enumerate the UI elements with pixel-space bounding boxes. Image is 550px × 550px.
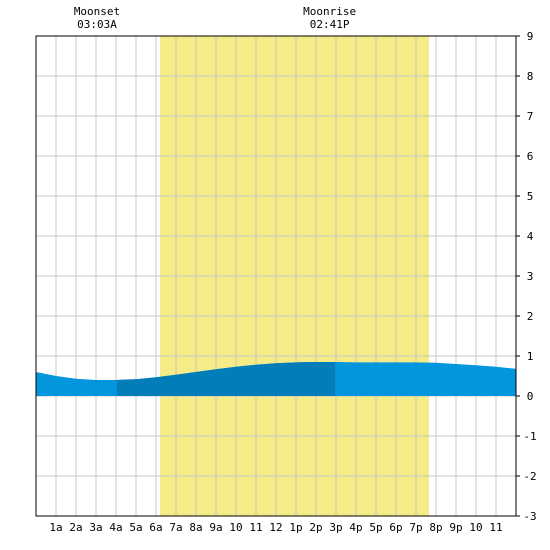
x-tick-label: 2a	[69, 521, 82, 534]
x-tick-label: 3p	[329, 521, 342, 534]
x-tick-label: 4a	[109, 521, 122, 534]
x-tick-label: 11	[489, 521, 502, 534]
x-tick-label: 9a	[209, 521, 222, 534]
y-tick-label: 8	[527, 70, 534, 83]
x-tick-label: 2p	[309, 521, 322, 534]
y-tick-label: -1	[523, 430, 536, 443]
y-tick-label: -3	[523, 510, 536, 523]
x-tick-label: 9p	[449, 521, 462, 534]
x-tick-label: 8a	[189, 521, 202, 534]
y-tick-label: 9	[527, 30, 534, 43]
x-tick-label: 10	[229, 521, 242, 534]
moon-event-label: Moonrise	[303, 5, 356, 18]
x-tick-label: 1p	[289, 521, 302, 534]
y-tick-label: 6	[527, 150, 534, 163]
y-tick-label: 3	[527, 270, 534, 283]
x-tick-label: 3a	[89, 521, 102, 534]
tide-area-highlight	[117, 362, 335, 396]
y-tick-label: -2	[523, 470, 536, 483]
x-tick-label: 5a	[129, 521, 142, 534]
x-tick-label: 6p	[389, 521, 402, 534]
y-tick-label: 5	[527, 190, 534, 203]
x-tick-label: 10	[469, 521, 482, 534]
x-tick-label: 1a	[49, 521, 62, 534]
x-tick-label: 4p	[349, 521, 362, 534]
y-tick-label: 2	[527, 310, 534, 323]
moon-event-time: 02:41P	[310, 18, 350, 31]
x-tick-label: 11	[249, 521, 262, 534]
y-tick-label: 0	[527, 390, 534, 403]
x-tick-label: 5p	[369, 521, 382, 534]
y-tick-label: 4	[527, 230, 534, 243]
x-tick-label: 7p	[409, 521, 422, 534]
moon-event-label: Moonset	[74, 5, 120, 18]
x-tick-label: 6a	[149, 521, 162, 534]
x-tick-label: 8p	[429, 521, 442, 534]
y-tick-label: 1	[527, 350, 534, 363]
x-tick-label: 12	[269, 521, 282, 534]
x-tick-label: 7a	[169, 521, 182, 534]
y-tick-label: 7	[527, 110, 534, 123]
moon-event-time: 03:03A	[77, 18, 117, 31]
